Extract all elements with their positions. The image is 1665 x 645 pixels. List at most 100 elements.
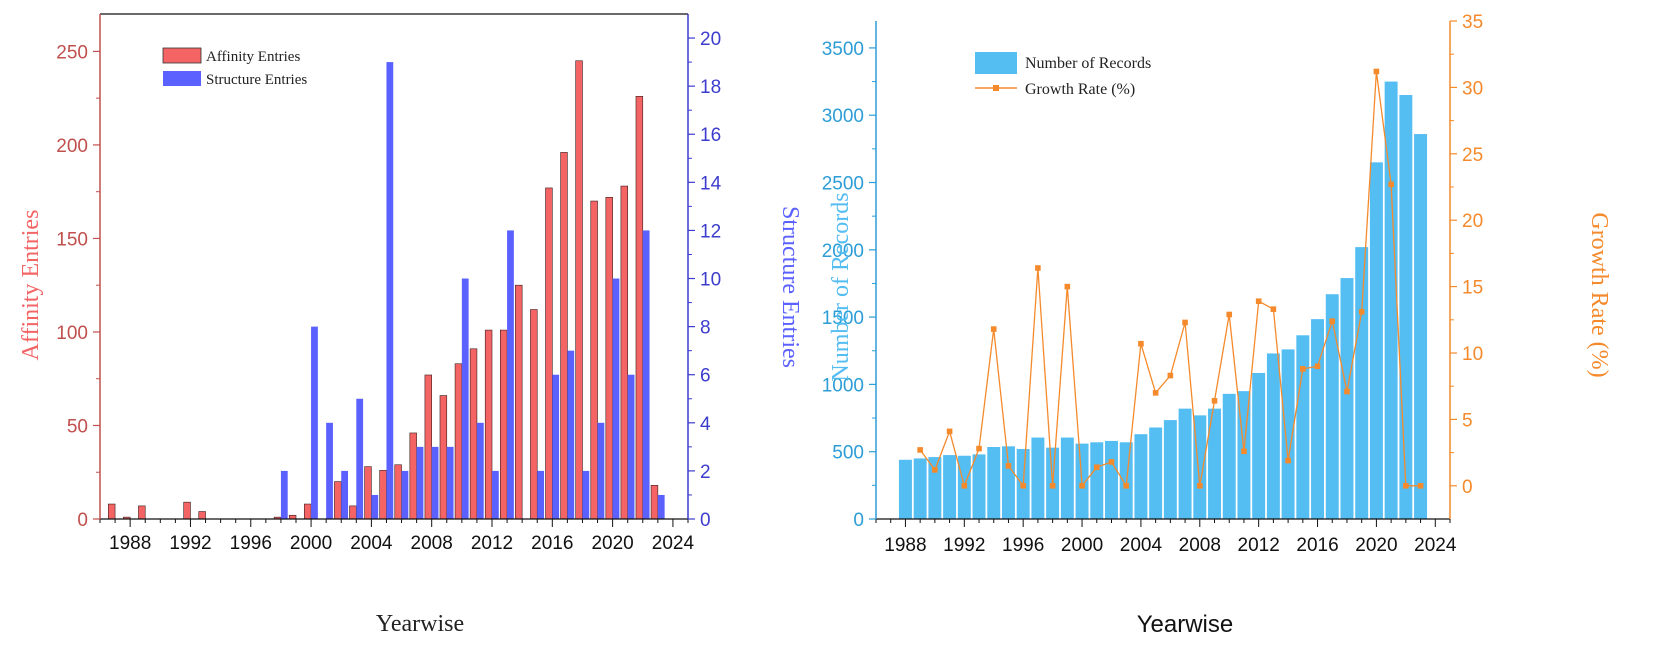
affinity-bar-2010 [454, 363, 463, 520]
records-bar-2023 [1414, 134, 1428, 520]
chart1-y2-tick-label: 14 [700, 173, 722, 194]
chart1-x-tick-label: 2016 [531, 533, 573, 554]
chart1-y2-tick-label: 18 [700, 77, 721, 98]
structure-bar-2013 [507, 230, 514, 519]
chart1-y2-axis-label: Structure Entries [777, 206, 803, 368]
chart1-y2-tick-label: 0 [700, 510, 711, 531]
structure-bar-2004 [371, 494, 379, 519]
affinity-bar-2004 [364, 466, 372, 520]
chart2-y2-tick-label: 0 [1462, 477, 1473, 498]
growth-rate-point-2010 [1226, 311, 1233, 318]
records-bar-2009 [1208, 408, 1221, 519]
chart1-y-tick-label: 0 [77, 510, 88, 531]
legend-label-growth: Growth Rate (%) [1025, 81, 1135, 98]
chart1-x-tick-label: 1988 [109, 533, 151, 554]
growth-rate-point-2004 [1138, 340, 1144, 347]
records-bar-1990 [928, 457, 942, 519]
structure-bar-2016 [552, 374, 560, 519]
growth-rate-point-1997 [1035, 265, 1041, 271]
growth-rate-point-2016 [1314, 363, 1321, 370]
affinity-bars [107, 60, 659, 520]
records-bar-2022 [1399, 95, 1413, 519]
affinity-bar-2016 [545, 187, 553, 520]
growth-rate-point-2008 [1196, 483, 1203, 489]
structure-bar-2020 [612, 278, 620, 519]
structure-bar-2011 [476, 422, 484, 519]
affinity-bar-2021 [620, 185, 628, 520]
records-bar-2013 [1266, 353, 1280, 519]
chart2-y2-tick-label: 5 [1462, 410, 1473, 431]
chart1-x-axis-label: Yearwise [376, 611, 464, 637]
affinity-bar-1992 [183, 501, 191, 520]
chart1-x-tick-label: 2004 [350, 533, 393, 554]
structure-bar-2021 [627, 374, 635, 519]
growth-rate-point-2009 [1211, 398, 1218, 404]
records-bar-1997 [1031, 437, 1045, 519]
growth-rate-point-2003 [1123, 483, 1130, 489]
chart1-y-axis-label: Affinity Entries [18, 210, 44, 361]
affinity-bar-2008 [424, 374, 432, 520]
chart2-y-tick-label: 2500 [822, 174, 864, 195]
chart2-x-tick-label: 1992 [943, 535, 985, 556]
structure-bar-2009 [446, 446, 454, 519]
chart2-y-tick-label: 2000 [822, 241, 864, 262]
growth-rate-point-1989 [917, 447, 923, 453]
affinity-bar-2005 [379, 470, 387, 520]
structure-bar-2022 [642, 230, 650, 519]
chart2-y-tick-label: 3500 [822, 39, 864, 60]
chart1-x-tick-label: 2024 [652, 533, 695, 554]
affinity-bar-2007 [409, 432, 417, 520]
chart-affinity-structure: 1988 1992 1996 2000 2004 2008 2012 2016 2020 2024… [18, 13, 803, 637]
growth-rate-point-1999 [1064, 283, 1071, 290]
records-bar-1993 [972, 454, 986, 519]
chart2-y2-tick-label: 20 [1462, 211, 1483, 232]
chart1-y2-tick-label: 10 [700, 270, 721, 291]
chart2-x-tick-label: 2000 [1061, 535, 1103, 556]
records-bar-2007 [1178, 408, 1192, 519]
affinity-bar-2018 [575, 60, 583, 520]
chart1-y-tick-label: 150 [56, 229, 88, 250]
structure-bar-2019 [597, 422, 605, 519]
records-bar-2001 [1090, 442, 1104, 519]
chart2-y-tick-label: 3000 [822, 106, 864, 127]
chart1-legend: Affinity Entries Structure Entries [162, 47, 307, 88]
chart1-x-tick-label: 1992 [169, 533, 211, 554]
records-bar-2018 [1340, 278, 1354, 519]
records-bar-2020 [1369, 162, 1383, 519]
chart1-y-tick-label: 50 [67, 416, 88, 437]
chart2-x-tick-label: 2020 [1355, 535, 1397, 556]
growth-rate-point-2021 [1388, 181, 1394, 188]
legend-swatch-affinity [162, 47, 202, 64]
growth-rate-point-2005 [1152, 390, 1159, 396]
growth-rate-point-2017 [1329, 318, 1336, 324]
structure-bar-2015 [537, 470, 545, 519]
growth-rate-point-2012 [1255, 298, 1262, 305]
structure-bar-2008 [431, 446, 439, 519]
records-bar-2008 [1193, 415, 1207, 519]
records-bar-2010 [1222, 393, 1236, 519]
legend-swatch-structure [163, 71, 201, 86]
growth-rate-point-1991 [946, 428, 953, 435]
growth-rate-point-2006 [1167, 372, 1174, 379]
chart2-x-tick-label: 2012 [1238, 535, 1280, 556]
structure-bar-2006 [401, 470, 409, 519]
records-bar-1991 [943, 455, 957, 519]
growth-rate-point-2002 [1108, 459, 1115, 465]
structure-bar-2003 [356, 398, 364, 519]
chart1-x-tick-label: 2008 [411, 533, 453, 554]
chart1-y-tick-label: 100 [56, 323, 88, 344]
structure-bar-2010 [461, 278, 469, 519]
legend-marker-growth [993, 85, 999, 91]
growth-rate-point-2018 [1344, 388, 1350, 395]
records-bar-2021 [1384, 81, 1398, 519]
affinity-bar-2002 [334, 481, 342, 520]
chart1-axes: 1988 1992 1996 2000 2004 2008 2012 2016 2020 2024… [56, 13, 722, 554]
growth-rate-point-2007 [1182, 319, 1188, 326]
growth-rate-point-1993 [976, 445, 982, 452]
records-bar-1988 [898, 459, 912, 519]
chart1-y-tick-label: 250 [56, 42, 88, 63]
growth-rate-point-2000 [1079, 483, 1085, 489]
chart2-y2-tick-label: 30 [1462, 78, 1483, 99]
chart2-legend: Number of Records Growth Rate (%) [975, 52, 1151, 98]
